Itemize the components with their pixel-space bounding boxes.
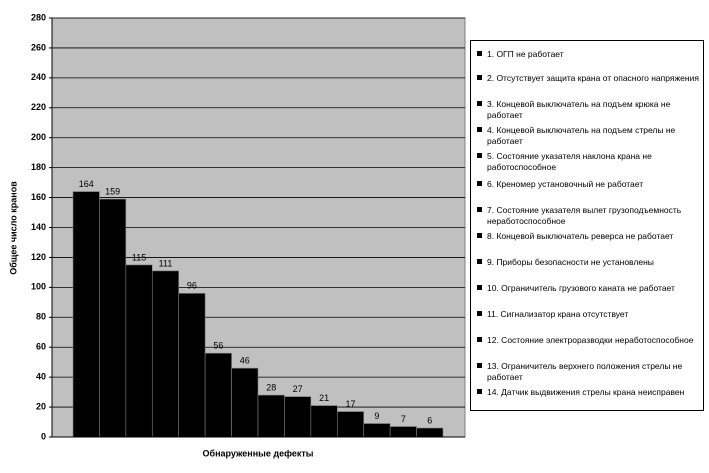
bar — [284, 396, 312, 438]
bar — [231, 367, 259, 438]
legend-label: 10. Ограничитель грузового каната не раб… — [487, 283, 675, 293]
y-tick-label: 80 — [36, 312, 46, 322]
legend-swatch — [477, 233, 482, 238]
bar — [178, 293, 206, 438]
legend-swatch — [477, 207, 482, 212]
data-label: 115 — [132, 252, 146, 262]
y-axis-title: Общее число кранов — [8, 181, 18, 275]
data-label: 7 — [401, 414, 406, 424]
legend-label: 7. Состояние указателя вылет грузоподъем… — [487, 205, 682, 226]
data-label: 111 — [159, 258, 173, 268]
y-tick-label: 200 — [31, 132, 46, 142]
bar — [151, 270, 180, 438]
legend-label: 4. Концевой выключатель на подъем стрелы… — [487, 125, 676, 146]
bar — [204, 352, 232, 438]
y-tick-label: 120 — [31, 252, 46, 262]
legend-swatch — [477, 337, 482, 342]
data-label: 9 — [374, 411, 379, 421]
data-label: 164 — [79, 179, 94, 189]
legend-label: 5. Состояние указателя наклона крана не … — [487, 151, 652, 172]
legend-swatch — [477, 363, 482, 368]
bar — [363, 423, 391, 438]
data-label: 17 — [345, 399, 355, 409]
legend-item: 8. Концевой выключатель реверса не работ… — [477, 231, 701, 242]
y-tick-label: 160 — [31, 192, 46, 202]
y-tick-label: 240 — [31, 72, 46, 82]
y-tick-label: 180 — [31, 162, 46, 172]
legend-item: 6. Креномер установочный не работает — [477, 179, 701, 190]
legend-swatch — [477, 153, 482, 158]
y-tick-label: 0 — [41, 431, 46, 441]
bar — [125, 264, 153, 438]
x-axis-title: Обнаруженные дефекты — [203, 448, 314, 458]
legend-item: 13. Ограничитель верхнего положения стре… — [477, 361, 701, 383]
data-label: 159 — [105, 186, 120, 196]
legend-label: 8. Концевой выключатель реверса не работ… — [487, 231, 674, 241]
legend-swatch — [477, 181, 482, 186]
legend-label: 6. Креномер установочный не работает — [487, 179, 644, 189]
data-label: 21 — [319, 393, 329, 403]
legend-item: 4. Концевой выключатель на подъем стрелы… — [477, 125, 701, 147]
bar — [72, 191, 100, 438]
legend-swatch — [477, 51, 482, 56]
legend-item: 3. Концевой выключатель на подъем крюка … — [477, 99, 701, 121]
y-tick-label: 40 — [36, 372, 46, 382]
bar — [416, 427, 444, 438]
legend-swatch — [477, 101, 482, 106]
legend-item: 9. Приборы безопасности не установлены — [477, 257, 701, 268]
legend-label: 14. Датчик выдвижения стрелы крана неисп… — [487, 387, 685, 397]
legend-swatch — [477, 285, 482, 290]
legend-item: 5. Состояние указателя наклона крана не … — [477, 151, 701, 173]
legend-swatch — [477, 127, 482, 132]
y-tick-label: 220 — [31, 102, 46, 112]
legend-swatch — [477, 259, 482, 264]
data-label: 6 — [427, 415, 432, 425]
data-label: 27 — [293, 384, 303, 394]
legend-item: 2. Отсутствует защита крана от опасного … — [477, 73, 701, 84]
bar — [389, 426, 417, 438]
legend-item: 7. Состояние указателя вылет грузоподъем… — [477, 205, 701, 227]
legend-label: 3. Концевой выключатель на подъем крюка … — [487, 99, 671, 120]
legend-label: 12. Состояние электроразводки неработосп… — [487, 335, 694, 345]
legend-label: 11. Сигнализатор крана отсутствует — [487, 309, 629, 319]
bar — [99, 198, 127, 438]
legend-item: 12. Состояние электроразводки неработосп… — [477, 335, 701, 346]
data-label: 56 — [213, 341, 223, 351]
legend-label: 2. Отсутствует защита крана от опасного … — [487, 73, 699, 83]
y-tick-label: 280 — [31, 12, 46, 22]
legend-item: 1. ОГП не работает — [477, 49, 701, 60]
y-tick-label: 60 — [36, 342, 46, 352]
legend-item: 10. Ограничитель грузового каната не раб… — [477, 283, 701, 294]
legend-swatch — [477, 311, 482, 316]
bar — [336, 411, 365, 438]
y-tick-label: 140 — [31, 222, 46, 232]
legend-label: 1. ОГП не работает — [487, 49, 564, 59]
bar — [257, 394, 285, 438]
legend-label: 9. Приборы безопасности не установлены — [487, 257, 654, 267]
legend-item: 14. Датчик выдвижения стрелы крана неисп… — [477, 387, 701, 398]
legend-swatch — [477, 75, 482, 80]
bar — [310, 405, 338, 438]
y-tick-label: 260 — [31, 42, 46, 52]
legend-item: 11. Сигнализатор крана отсутствует — [477, 309, 701, 320]
data-label: 46 — [240, 356, 250, 366]
legend-label: 13. Ограничитель верхнего положения стре… — [487, 361, 683, 382]
data-label: 28 — [266, 382, 276, 392]
data-label: 96 — [187, 281, 197, 291]
y-tick-label: 20 — [36, 401, 46, 411]
legend-swatch — [477, 389, 482, 394]
y-tick-label: 100 — [31, 282, 46, 292]
legend: 1. ОГП не работает 2. Отсутствует защита … — [470, 40, 704, 411]
